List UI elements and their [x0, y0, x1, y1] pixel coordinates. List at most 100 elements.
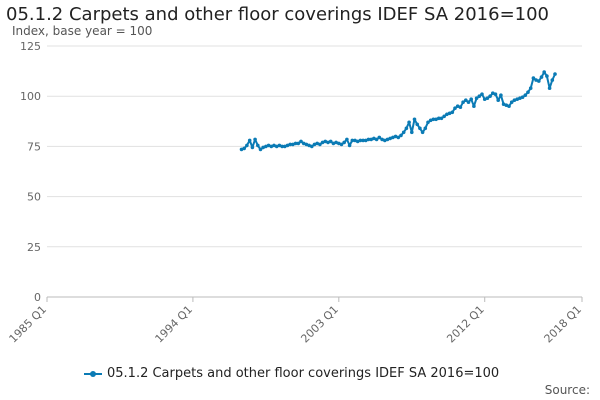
data-point	[491, 91, 495, 95]
data-point	[410, 130, 414, 135]
data-point	[393, 134, 398, 139]
data-point	[245, 143, 249, 148]
data-point	[261, 145, 266, 150]
data-point	[542, 70, 546, 74]
data-point	[485, 96, 490, 100]
data-point	[545, 74, 549, 78]
data-point	[345, 137, 349, 142]
data-point	[312, 142, 317, 147]
y-tick-label: 75	[27, 140, 41, 153]
legend-line-marker-icon	[84, 368, 102, 380]
data-point	[469, 97, 474, 101]
data-point	[401, 130, 406, 135]
data-point	[272, 143, 276, 148]
data-point	[412, 117, 417, 122]
data-point	[326, 140, 330, 145]
data-point	[315, 141, 320, 146]
data-point	[461, 100, 465, 104]
data-point	[323, 139, 328, 144]
legend-label: 05.1.2 Carpets and other floor coverings…	[107, 366, 500, 381]
data-point	[264, 144, 268, 149]
data-point	[280, 144, 284, 149]
data-point	[531, 76, 536, 80]
y-tick-label: 25	[27, 241, 41, 254]
data-point	[445, 112, 449, 117]
data-point	[407, 120, 411, 125]
data-point	[347, 143, 352, 148]
data-point	[372, 136, 376, 141]
data-point	[553, 72, 557, 76]
x-tick-label: 2018 Q1	[542, 303, 585, 346]
data-point	[431, 117, 436, 122]
data-point	[482, 97, 487, 101]
data-point	[404, 126, 409, 131]
data-point	[364, 138, 368, 143]
y-tick-label: 125	[20, 40, 41, 53]
data-point	[334, 140, 338, 145]
data-point	[296, 141, 301, 146]
data-point	[474, 96, 479, 100]
data-point	[423, 126, 428, 131]
data-point	[339, 142, 344, 147]
data-point	[537, 79, 541, 83]
data-point	[385, 137, 390, 142]
data-point	[415, 122, 420, 127]
data-point	[547, 86, 552, 90]
source-label: Source:	[544, 383, 590, 397]
data-point	[509, 100, 514, 104]
y-tick-label: 100	[20, 90, 41, 103]
data-point	[383, 138, 387, 143]
data-point	[550, 78, 555, 82]
data-point	[442, 114, 447, 119]
data-point	[450, 110, 455, 115]
data-point	[374, 137, 379, 142]
data-point	[458, 105, 463, 109]
data-point	[361, 138, 365, 143]
data-point	[304, 142, 309, 147]
data-point	[493, 92, 498, 96]
data-point	[504, 103, 509, 107]
data-point	[437, 116, 441, 121]
data-point	[258, 147, 263, 152]
data-point	[388, 136, 393, 141]
data-point	[391, 135, 395, 140]
data-point	[355, 139, 360, 144]
data-point	[320, 140, 325, 145]
data-point	[337, 141, 341, 146]
chart-title: 05.1.2 Carpets and other floor coverings…	[6, 4, 550, 25]
series-layer	[239, 70, 557, 152]
data-point	[420, 130, 425, 135]
data-point	[399, 133, 403, 138]
legend[interactable]: 05.1.2 Carpets and other floor coverings…	[84, 366, 499, 381]
data-point	[526, 90, 530, 94]
data-point	[434, 117, 438, 122]
y-tick-label: 0	[34, 291, 41, 304]
data-point	[288, 142, 293, 147]
data-point	[453, 106, 457, 110]
data-point	[512, 98, 517, 102]
data-point	[253, 137, 257, 142]
data-point	[499, 93, 503, 97]
data-point	[426, 120, 430, 125]
axes: 0 25 50 75 100 125 1985 Q1 1994 Q1 2003 Q1 2012 Q…	[7, 40, 585, 345]
data-point	[247, 138, 252, 143]
data-point	[439, 116, 444, 121]
data-point	[277, 143, 282, 148]
data-point	[342, 140, 347, 145]
data-point	[239, 147, 244, 152]
data-point	[285, 143, 290, 148]
data-point	[274, 144, 279, 149]
x-tick-label: 2012 Q1	[444, 303, 487, 346]
data-point	[307, 143, 311, 148]
data-point	[266, 143, 271, 148]
data-point	[455, 104, 460, 108]
data-point	[353, 138, 357, 143]
data-point	[396, 135, 401, 140]
data-point	[299, 139, 303, 144]
y-axis-label: Index, base year = 100	[12, 24, 153, 38]
data-point	[350, 138, 355, 143]
data-point	[377, 135, 382, 140]
data-point	[255, 143, 260, 148]
data-point	[366, 137, 371, 142]
